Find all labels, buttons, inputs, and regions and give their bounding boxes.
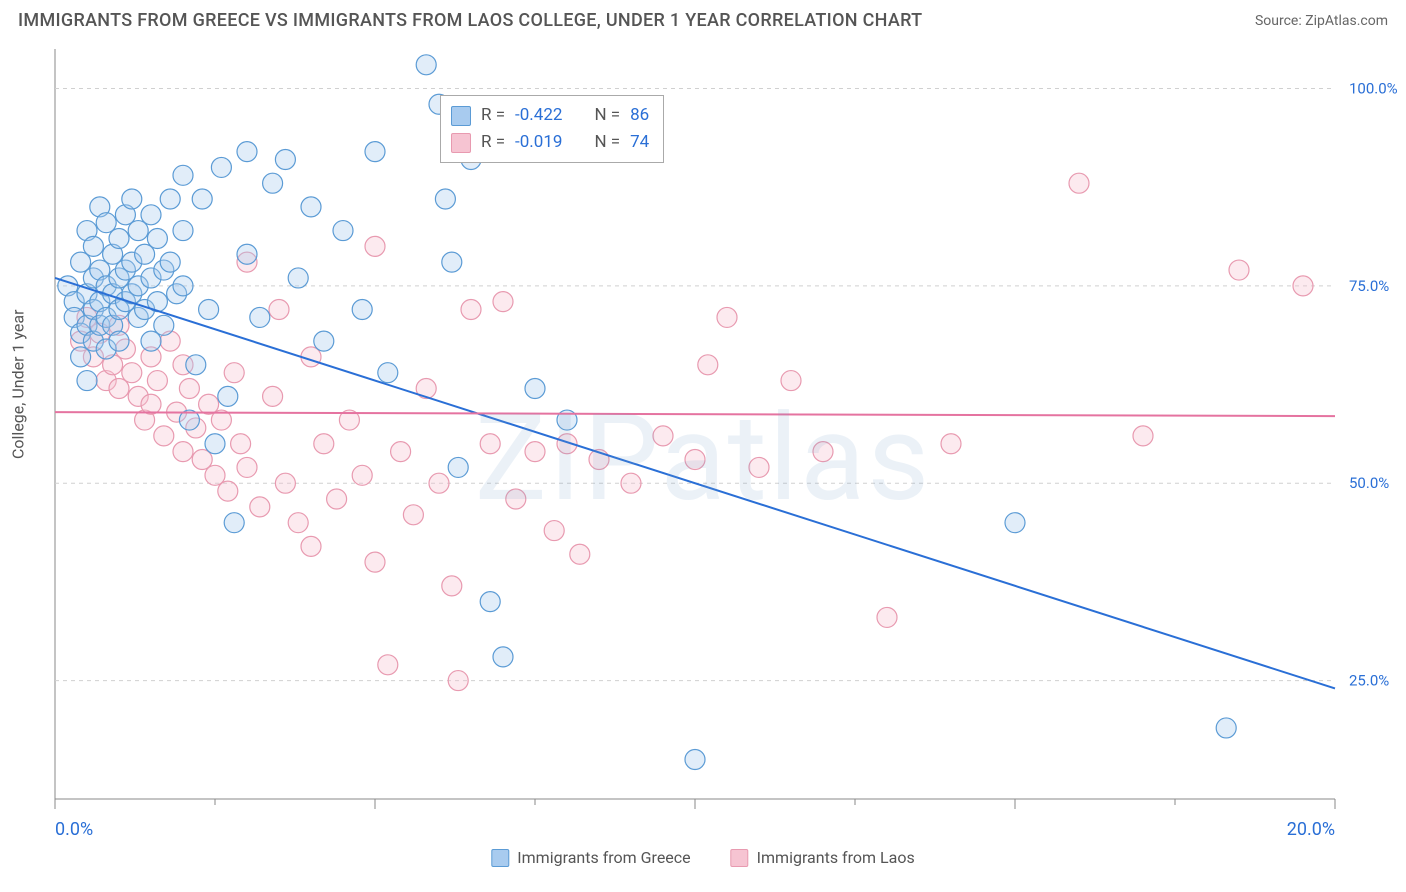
legend-swatch-greece-icon	[491, 849, 509, 867]
source-attribution: Source: ZipAtlas.com	[1255, 13, 1388, 29]
chart-header: IMMIGRANTS FROM GREECE VS IMMIGRANTS FRO…	[0, 0, 1406, 39]
scatter-chart-svg: 25.0% 50.0% 75.0% 100.0% 0.0% 20.0%	[0, 39, 1406, 879]
legend-item-greece: Immigrants from Greece	[491, 848, 690, 867]
chart-area: College, Under 1 year ZIPatlas 25.0%50.0…	[0, 39, 1406, 879]
svg-text:75.0%: 75.0%	[1349, 277, 1389, 295]
svg-text:0.0%: 0.0%	[55, 819, 93, 840]
legend-item-laos: Immigrants from Laos	[731, 848, 915, 867]
stats-row-laos: R = -0.019 N = 74	[451, 129, 649, 156]
legend-bottom: Immigrants from Greece Immigrants from L…	[491, 848, 914, 867]
legend-label: Immigrants from Laos	[757, 848, 915, 867]
y-axis-label: College, Under 1 year	[9, 309, 28, 459]
chart-title: IMMIGRANTS FROM GREECE VS IMMIGRANTS FRO…	[18, 10, 922, 31]
legend-swatch-laos-icon	[731, 849, 749, 867]
svg-text:50.0%: 50.0%	[1349, 474, 1389, 492]
stats-row-greece: R = -0.422 N = 86	[451, 102, 649, 129]
svg-text:100.0%: 100.0%	[1349, 79, 1398, 97]
swatch-laos-icon	[451, 133, 471, 153]
svg-text:20.0%: 20.0%	[1287, 819, 1335, 840]
correlation-stats-box: R = -0.422 N = 86 R = -0.019 N = 74	[440, 95, 664, 163]
svg-text:25.0%: 25.0%	[1349, 672, 1389, 690]
legend-label: Immigrants from Greece	[517, 848, 690, 867]
swatch-greece-icon	[451, 106, 471, 126]
